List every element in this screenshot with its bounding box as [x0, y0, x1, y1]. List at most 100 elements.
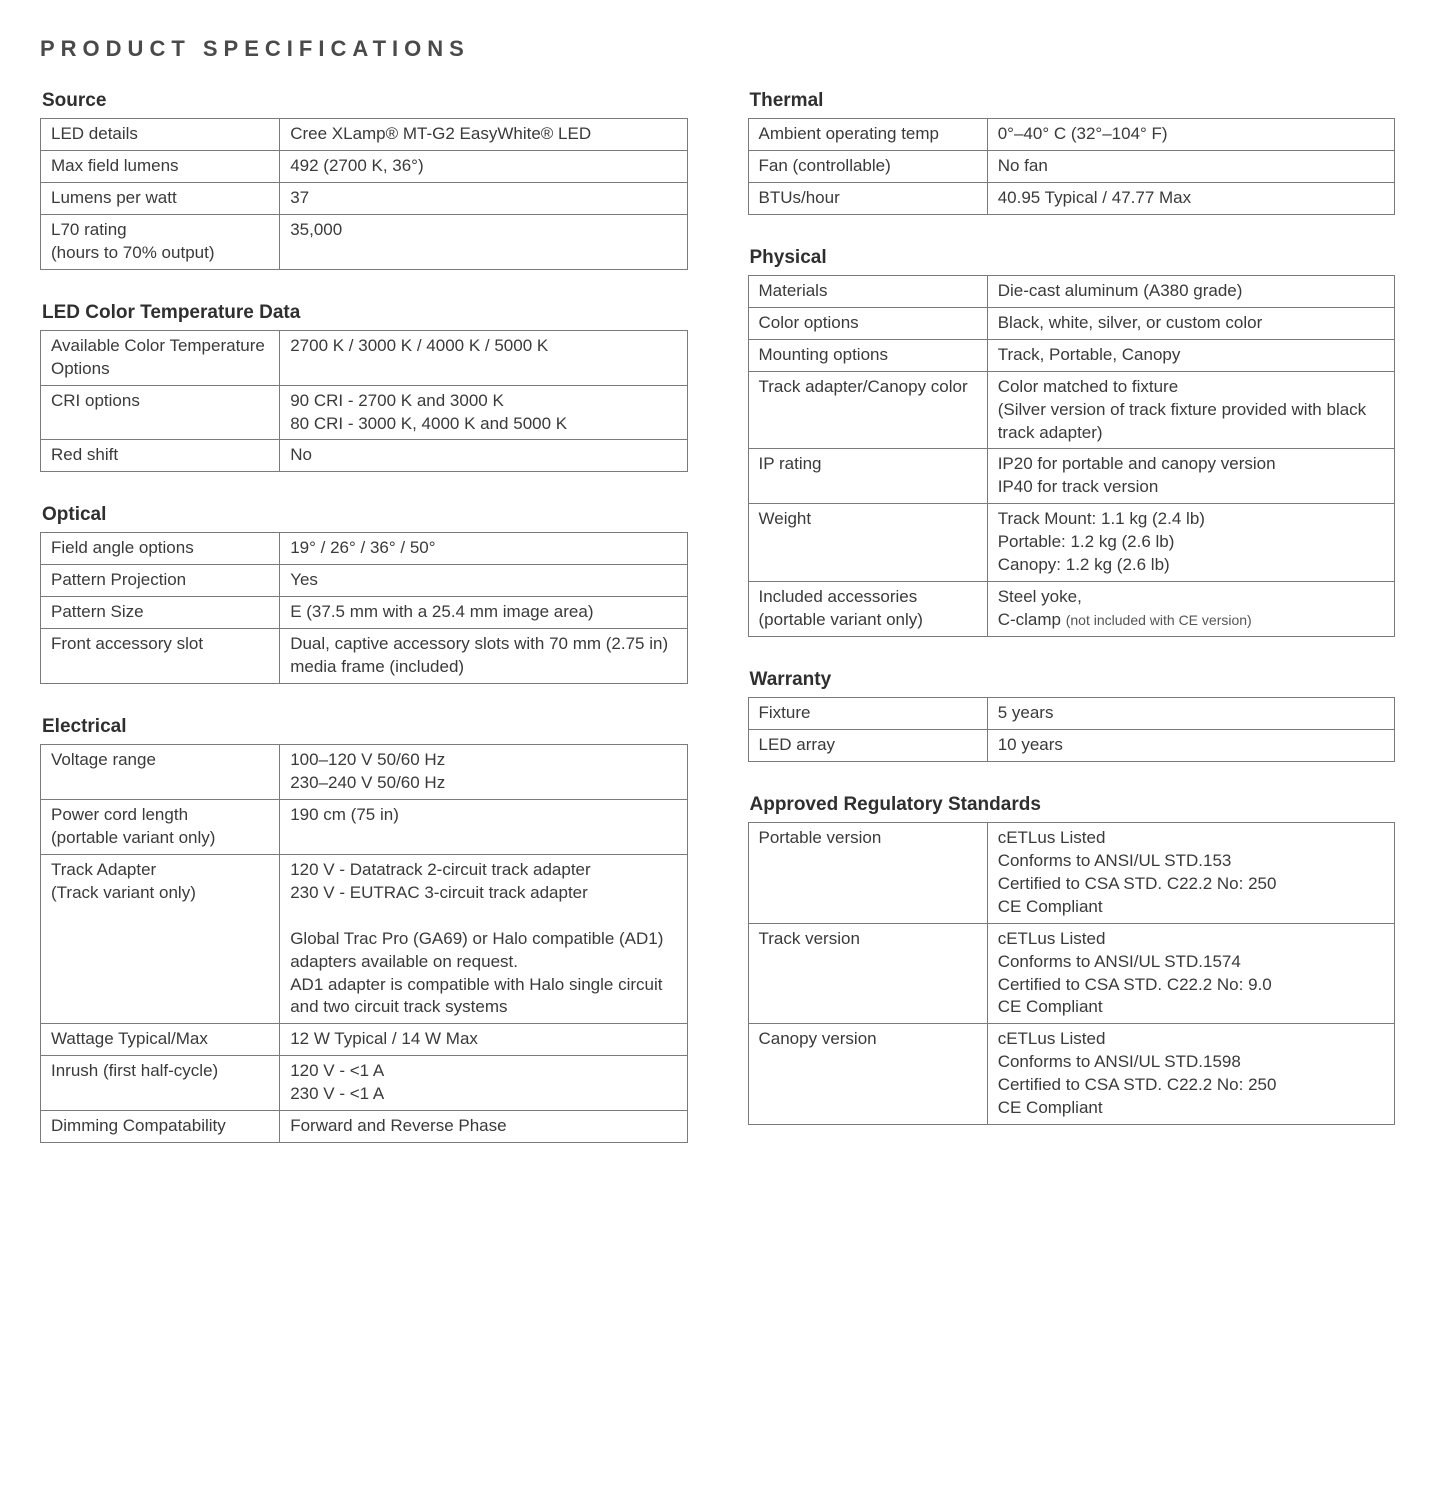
spec-section: Physical Materials Die-cast aluminum (A380… — [748, 247, 1396, 637]
section-title: Warranty — [750, 669, 1396, 691]
table-row: Red shift No — [41, 440, 688, 472]
spec-key: Fixture — [748, 698, 987, 730]
table-row: BTUs/hour40.95 Typical / 47.77 Max — [748, 182, 1395, 214]
page-title: PRODUCT SPECIFICATIONS — [40, 36, 1395, 62]
table-row: Ambient operating temp0°–40° C (32°–104°… — [748, 119, 1395, 151]
table-row: Available Color Temperature Options 2700 … — [41, 330, 688, 385]
table-row: Canopy versioncETLus Listed Conforms to … — [748, 1024, 1395, 1125]
spec-key: Voltage range — [41, 745, 280, 800]
section-title: Optical — [42, 504, 688, 526]
table-row: Mounting optionsTrack, Portable, Canopy — [748, 339, 1395, 371]
spec-section: Electrical Voltage range100–120 V 50/60 H… — [40, 716, 688, 1143]
spec-value-text: No — [290, 445, 312, 464]
spec-value: Dual, captive accessory slots with 70 mm… — [280, 629, 687, 684]
spec-key: Lumens per watt — [41, 182, 280, 214]
table-row: Dimming CompatabilityForward and Reverse… — [41, 1111, 688, 1143]
spec-value-text: 5 years — [998, 703, 1054, 722]
spec-table: Voltage range100–120 V 50/60 Hz 230–240 … — [40, 744, 688, 1143]
spec-key: Ambient operating temp — [748, 119, 987, 151]
spec-value-text: 2700 K / 3000 K / 4000 K / 5000 K — [290, 336, 548, 355]
spec-value: cETLus Listed Conforms to ANSI/UL STD.15… — [987, 923, 1394, 1024]
table-row: Track Adapter (Track variant only)120 V … — [41, 854, 688, 1024]
spec-key: Max field lumens — [41, 150, 280, 182]
spec-key: Pattern Projection — [41, 565, 280, 597]
spec-value-text: 35,000 — [290, 220, 342, 239]
table-row: IP ratingIP20 for portable and canopy ve… — [748, 449, 1395, 504]
spec-value: Steel yoke, C-clamp (not included with C… — [987, 582, 1394, 637]
spec-table: Ambient operating temp0°–40° C (32°–104°… — [748, 118, 1396, 215]
left-column: Source LED detailsCree XLamp® MT-G2 EasyW… — [40, 90, 688, 1175]
spec-value-text: 120 V - Datatrack 2-circuit track adapte… — [290, 860, 663, 1017]
spec-key: LED details — [41, 119, 280, 151]
spec-key: Inrush (first half-cycle) — [41, 1056, 280, 1111]
spec-value-text: 10 years — [998, 735, 1063, 754]
section-title: LED Color Temperature Data — [42, 302, 688, 324]
spec-value-text: IP20 for portable and canopy version IP4… — [998, 454, 1276, 496]
spec-value: Die-cast aluminum (A380 grade) — [987, 275, 1394, 307]
spec-key: LED array — [748, 729, 987, 761]
spec-value: cETLus Listed Conforms to ANSI/UL STD.15… — [987, 1024, 1394, 1125]
spec-value-text: Color matched to fixture (Silver version… — [998, 377, 1366, 442]
spec-table: Materials Die-cast aluminum (A380 grade) C… — [748, 275, 1396, 637]
spec-value: IP20 for portable and canopy version IP4… — [987, 449, 1394, 504]
spec-value-note: (not included with CE version) — [1066, 612, 1252, 628]
spec-key: Dimming Compatability — [41, 1111, 280, 1143]
table-row: Lumens per watt37 — [41, 182, 688, 214]
spec-value: 19° / 26° / 36° / 50° — [280, 533, 687, 565]
table-row: Max field lumens 492 (2700 K, 36°) — [41, 150, 688, 182]
spec-value-text: 120 V - <1 A 230 V - <1 A — [290, 1061, 384, 1103]
table-row: Wattage Typical/Max 12 W Typical / 14 W M… — [41, 1024, 688, 1056]
spec-value-text: 190 cm (75 in) — [290, 805, 399, 824]
spec-value-text: cETLus Listed Conforms to ANSI/UL STD.15… — [998, 929, 1272, 1017]
table-row: Pattern SizeE (37.5 mm with a 25.4 mm im… — [41, 597, 688, 629]
spec-key: Mounting options — [748, 339, 987, 371]
spec-key: Red shift — [41, 440, 280, 472]
spec-value-text: 12 W Typical / 14 W Max — [290, 1029, 478, 1048]
spec-value: 10 years — [987, 729, 1394, 761]
table-row: Power cord length (portable variant only… — [41, 799, 688, 854]
table-row: Portable versioncETLus Listed Conforms t… — [748, 822, 1395, 923]
table-row: Track adapter/Canopy colorColor matched … — [748, 371, 1395, 449]
table-row: Inrush (first half-cycle)120 V - <1 A 23… — [41, 1056, 688, 1111]
spec-key: Canopy version — [748, 1024, 987, 1125]
spec-section: Source LED detailsCree XLamp® MT-G2 EasyW… — [40, 90, 688, 270]
spec-key: Available Color Temperature Options — [41, 330, 280, 385]
columns-wrapper: Source LED detailsCree XLamp® MT-G2 EasyW… — [40, 90, 1395, 1175]
spec-value: 492 (2700 K, 36°) — [280, 150, 687, 182]
spec-value-text: Track Mount: 1.1 kg (2.4 lb) Portable: 1… — [998, 509, 1205, 574]
spec-value-text: 492 (2700 K, 36°) — [290, 156, 423, 175]
section-title: Electrical — [42, 716, 688, 738]
spec-key: Color options — [748, 307, 987, 339]
spec-value: Yes — [280, 565, 687, 597]
spec-key: Wattage Typical/Max — [41, 1024, 280, 1056]
spec-key: Weight — [748, 504, 987, 582]
spec-table: Available Color Temperature Options 2700 … — [40, 330, 688, 473]
spec-table: Field angle options19° / 26° / 36° / 50°… — [40, 532, 688, 684]
section-title: Source — [42, 90, 688, 112]
spec-table: Portable versioncETLus Listed Conforms t… — [748, 822, 1396, 1125]
spec-value-text: cETLus Listed Conforms to ANSI/UL STD.15… — [998, 828, 1277, 916]
spec-value: Black, white, silver, or custom color — [987, 307, 1394, 339]
spec-key: CRI options — [41, 385, 280, 440]
spec-value-text: 100–120 V 50/60 Hz 230–240 V 50/60 Hz — [290, 750, 445, 792]
spec-table: LED detailsCree XLamp® MT-G2 EasyWhite® … — [40, 118, 688, 270]
spec-value-text: Die-cast aluminum (A380 grade) — [998, 281, 1243, 300]
spec-key: Materials — [748, 275, 987, 307]
spec-value: 2700 K / 3000 K / 4000 K / 5000 K — [280, 330, 687, 385]
table-row: Front accessory slotDual, captive access… — [41, 629, 688, 684]
spec-key: Fan (controllable) — [748, 150, 987, 182]
section-title: Physical — [750, 247, 1396, 269]
spec-value: No — [280, 440, 687, 472]
spec-value: 5 years — [987, 698, 1394, 730]
spec-value: 120 V - Datatrack 2-circuit track adapte… — [280, 854, 687, 1024]
spec-value: 120 V - <1 A 230 V - <1 A — [280, 1056, 687, 1111]
spec-value: 37 — [280, 182, 687, 214]
spec-value: 12 W Typical / 14 W Max — [280, 1024, 687, 1056]
spec-value: cETLus Listed Conforms to ANSI/UL STD.15… — [987, 822, 1394, 923]
spec-value-text: No fan — [998, 156, 1048, 175]
table-row: WeightTrack Mount: 1.1 kg (2.4 lb) Porta… — [748, 504, 1395, 582]
spec-value: 100–120 V 50/60 Hz 230–240 V 50/60 Hz — [280, 745, 687, 800]
spec-section: Approved Regulatory StandardsPortable ve… — [748, 794, 1396, 1125]
spec-value: 0°–40° C (32°–104° F) — [987, 119, 1394, 151]
spec-value: Track Mount: 1.1 kg (2.4 lb) Portable: 1… — [987, 504, 1394, 582]
